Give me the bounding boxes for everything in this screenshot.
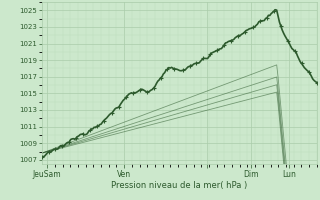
X-axis label: Pression niveau de la mer( hPa ): Pression niveau de la mer( hPa )	[111, 181, 247, 190]
